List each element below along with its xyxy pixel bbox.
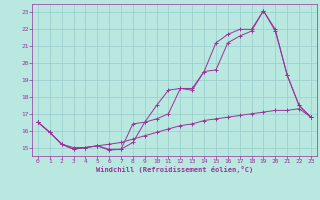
X-axis label: Windchill (Refroidissement éolien,°C): Windchill (Refroidissement éolien,°C) [96, 166, 253, 173]
